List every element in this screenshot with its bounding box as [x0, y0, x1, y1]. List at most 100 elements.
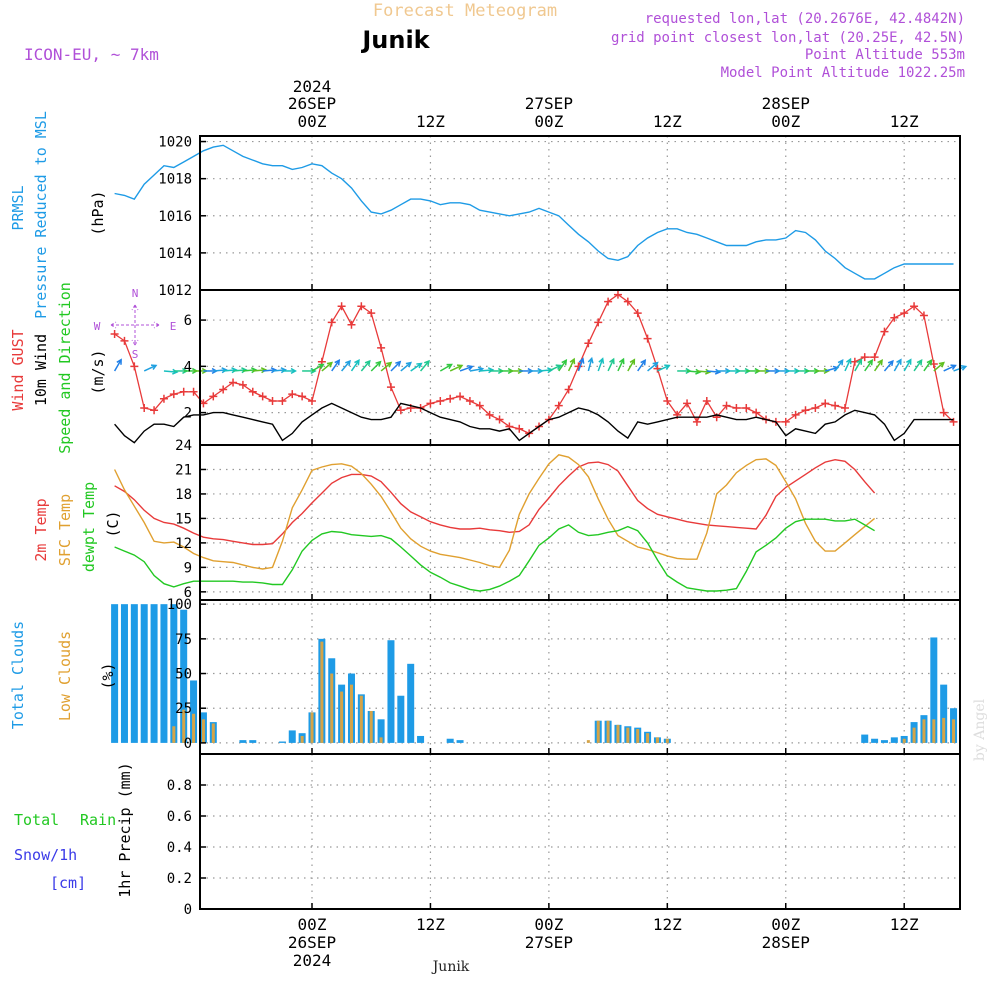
bottom-hour-label: 00Z: [534, 915, 563, 934]
bottom-year-label: 2024: [293, 951, 332, 970]
low-cloud-bar: [942, 717, 946, 743]
gust-marker: [150, 406, 159, 415]
total-cloud-bar: [940, 684, 948, 743]
watermark: by Angel: [972, 698, 988, 761]
low-cloud-bar: [182, 709, 186, 743]
gust-marker: [653, 364, 662, 373]
total-cloud-bar: [160, 604, 168, 743]
wind-arrow-head: [618, 357, 625, 365]
gust-marker: [386, 383, 395, 392]
wind-arrow-head: [345, 359, 351, 367]
wind-arrow-head: [395, 360, 402, 367]
wind-arrow: [213, 369, 227, 372]
bottom-hour-label: 00Z: [771, 915, 800, 934]
y-tick-label: 12: [175, 536, 192, 552]
side-label-2mtemp: 2m Temp: [32, 498, 50, 561]
gust-marker: [268, 397, 277, 406]
wind-arrow-head: [846, 357, 852, 365]
wind-arrow-head: [877, 359, 883, 366]
total-cloud-bar: [140, 604, 148, 743]
gust-marker: [880, 327, 889, 336]
wind-arrow-head: [334, 359, 341, 366]
gust-marker: [189, 387, 198, 396]
gust-marker: [702, 397, 711, 406]
wind-arrow-head: [867, 359, 874, 366]
chart-title: Forecast Meteogram: [373, 1, 557, 21]
total-cloud-bar: [930, 637, 938, 743]
gust-marker: [436, 397, 445, 406]
bottom-hour-label: 00Z: [298, 915, 327, 934]
total-cloud-bar: [288, 730, 296, 743]
y-tick-label: 0: [184, 902, 192, 918]
panel-frame: [199, 135, 961, 291]
low-cloud-bar: [932, 719, 936, 743]
gust-marker: [110, 329, 119, 338]
wind-arrow: [262, 369, 276, 372]
wind-arrow: [242, 369, 256, 372]
gust-marker: [278, 397, 287, 406]
wind-arrow-head: [926, 359, 933, 366]
wind-arrow: [113, 359, 122, 372]
bottom-hour-label: 12Z: [653, 915, 682, 934]
pressure-line: [114, 144, 954, 280]
wind-arrow: [893, 359, 902, 372]
gust-marker: [426, 399, 435, 408]
wind-arrow: [597, 358, 604, 372]
gust-marker: [722, 401, 731, 410]
side-label-prmsl: PRMSL: [9, 185, 27, 230]
gust-marker: [337, 302, 346, 311]
gust-marker: [791, 410, 800, 419]
wind-arrow-head: [467, 365, 474, 371]
gust-marker: [485, 410, 494, 419]
wind-arrow: [637, 359, 646, 372]
wind-arrow: [272, 369, 286, 372]
low-cloud-bar: [912, 727, 916, 743]
compass-west: W: [94, 320, 101, 333]
wind-arrow: [903, 359, 912, 372]
low-cloud-bar: [359, 695, 363, 743]
side-label-pressure: Pressure Reduced to MSL: [32, 111, 50, 319]
total-cloud-bar: [890, 737, 898, 743]
y-tick-label: 2: [184, 406, 192, 422]
wind-arrow: [350, 359, 360, 372]
wind-arrow-head: [640, 359, 647, 366]
side-label-dewpt: dewpt Temp: [80, 482, 98, 572]
low-cloud-bar: [300, 735, 304, 743]
low-cloud-bar: [655, 737, 659, 743]
gust-marker: [633, 309, 642, 318]
low-cloud-bar: [922, 719, 926, 743]
total-cloud-bar: [446, 738, 454, 743]
gust-marker: [781, 417, 790, 426]
low-cloud-bar: [665, 738, 669, 743]
low-cloud-bar: [586, 740, 590, 743]
wind-arrow: [419, 360, 430, 372]
compass-east: E: [170, 320, 177, 333]
gust-marker: [140, 403, 149, 412]
gust-marker: [327, 318, 336, 327]
total-cloud-bar: [190, 680, 198, 743]
low-cloud-bar: [902, 738, 906, 743]
wind-arrow: [321, 362, 333, 372]
total-cloud-bar: [239, 740, 247, 743]
gust-marker: [130, 362, 139, 371]
wind-arrow-head: [652, 361, 659, 368]
low-cloud-bar: [192, 713, 196, 743]
top-hour-label: 00Z: [771, 112, 800, 131]
wind-arrow: [933, 362, 945, 372]
wind-arrow-head: [609, 357, 615, 365]
wind-arrow-head: [310, 367, 317, 375]
gust-marker: [594, 318, 603, 327]
y-tick-label: 0.2: [167, 871, 192, 887]
y-tick-label: 6: [184, 585, 192, 601]
wind-arrow: [449, 364, 463, 372]
wind-arrow: [439, 363, 452, 372]
top-hour-label: 12Z: [890, 112, 919, 131]
y-tick-label: 6: [184, 313, 192, 329]
side-label-lowcloud: Low Clouds: [56, 631, 74, 721]
low-cloud-bar: [379, 737, 383, 743]
gust-marker: [248, 387, 257, 396]
side-label-wind: 10m Wind: [32, 334, 50, 406]
gust-marker: [890, 313, 899, 322]
wind-arrow-head: [423, 359, 430, 367]
